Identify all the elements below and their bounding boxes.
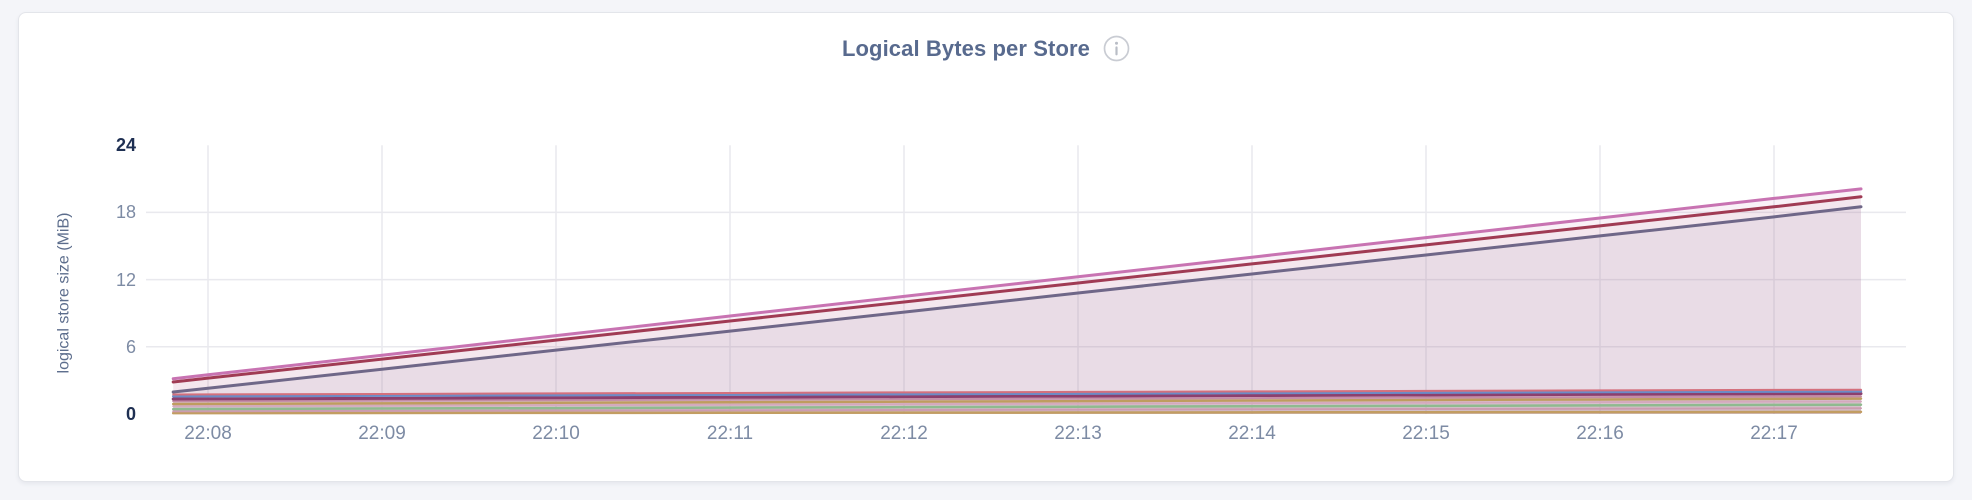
series-line xyxy=(171,390,1863,398)
x-tick-label: 22:16 xyxy=(1576,423,1624,444)
x-axis-ticks: 22:08 22:09 22:10 22:11 22:12 22:13 22:14 22:15… xyxy=(146,423,1921,449)
series-line xyxy=(172,400,1862,408)
metric-card: Logical Bytes per Store logical store si… xyxy=(18,12,1954,482)
y-tick-label: 18 xyxy=(115,202,136,223)
card-header: Logical Bytes per Store xyxy=(19,35,1953,62)
series-line xyxy=(172,395,1862,403)
chart-plot[interactable] xyxy=(146,131,1921,431)
x-tick-label: 22:13 xyxy=(1054,423,1102,444)
x-tick-label: 22:10 xyxy=(532,423,580,444)
series-line xyxy=(171,403,1863,411)
chart-area: 0 6 12 18 24 22:08 22:09 22:10 22:11 22:12 22:13 2… xyxy=(116,131,1921,444)
y-tick-label: 6 xyxy=(125,336,136,357)
series-line xyxy=(171,392,1863,401)
series-line xyxy=(171,397,1863,406)
x-tick-label: 22:11 xyxy=(706,423,754,444)
x-tick-label: 22:14 xyxy=(1228,423,1276,444)
series-line xyxy=(171,195,1863,384)
y-tick-label: 0 xyxy=(125,404,136,424)
x-tick-label: 22:08 xyxy=(184,423,232,444)
series-line xyxy=(171,205,1863,394)
series-line xyxy=(171,410,1863,415)
series-line xyxy=(172,407,1862,413)
y-tick-label: 24 xyxy=(115,135,136,156)
y-tick-label: 12 xyxy=(115,269,136,290)
x-tick-label: 22:17 xyxy=(1750,423,1798,444)
series-area xyxy=(173,196,1862,414)
series-area xyxy=(173,188,1862,414)
chart-title: Logical Bytes per Store xyxy=(841,35,1091,61)
y-axis-ticks: 0 6 12 18 24 xyxy=(54,131,140,431)
x-tick-label: 22:09 xyxy=(358,423,406,444)
info-circle-icon[interactable] xyxy=(1103,35,1130,62)
series-area xyxy=(173,206,1862,414)
x-tick-label: 22:12 xyxy=(880,423,928,444)
x-tick-label: 22:15 xyxy=(1402,423,1450,444)
series-line xyxy=(171,187,1863,381)
series-line xyxy=(172,388,1862,396)
